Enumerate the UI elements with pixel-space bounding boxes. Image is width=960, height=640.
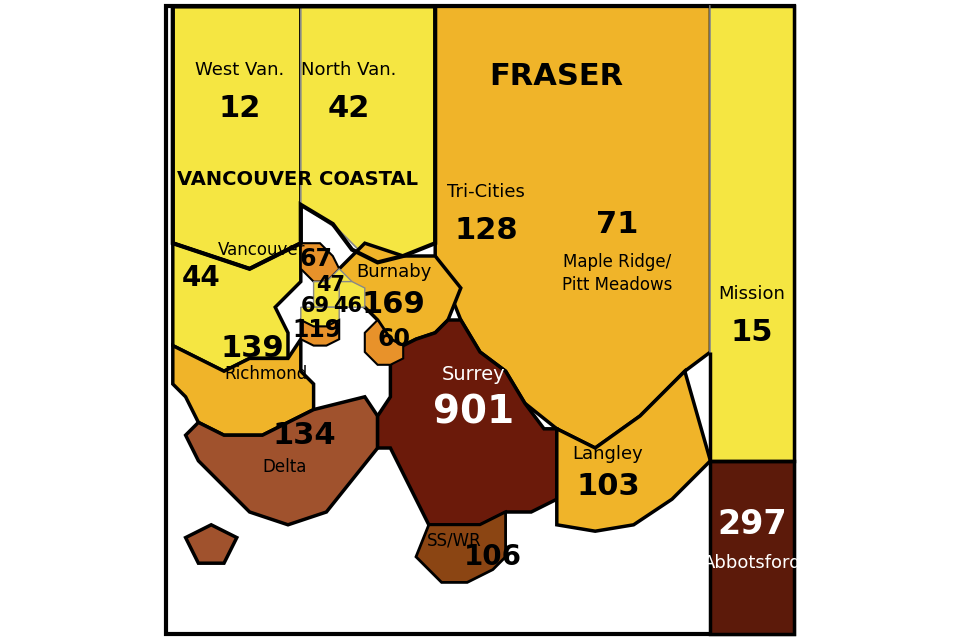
Text: 69: 69	[300, 296, 330, 316]
Text: Delta: Delta	[263, 458, 307, 476]
Text: VANCOUVER COASTAL: VANCOUVER COASTAL	[177, 170, 419, 189]
Polygon shape	[173, 6, 300, 269]
Polygon shape	[300, 243, 339, 282]
Text: Burnaby: Burnaby	[356, 263, 431, 281]
Text: 44: 44	[182, 264, 221, 292]
Polygon shape	[365, 320, 403, 365]
FancyBboxPatch shape	[166, 6, 794, 634]
Polygon shape	[557, 371, 710, 531]
Text: 46: 46	[333, 296, 362, 316]
Text: 103: 103	[576, 472, 639, 501]
Text: Pitt Meadows: Pitt Meadows	[563, 276, 673, 294]
Polygon shape	[300, 6, 435, 256]
Text: Abbotsford: Abbotsford	[703, 554, 802, 572]
Text: Maple Ridge/: Maple Ridge/	[564, 253, 672, 271]
Polygon shape	[185, 397, 377, 525]
Polygon shape	[435, 6, 710, 448]
Polygon shape	[710, 461, 794, 634]
Polygon shape	[173, 243, 300, 371]
Text: 134: 134	[273, 420, 336, 450]
Text: Richmond: Richmond	[224, 365, 307, 383]
Polygon shape	[185, 525, 237, 563]
Text: 128: 128	[455, 216, 518, 245]
Text: Surrey: Surrey	[442, 365, 505, 384]
Polygon shape	[300, 307, 339, 326]
Text: 297: 297	[717, 508, 787, 541]
Polygon shape	[339, 282, 365, 307]
Polygon shape	[314, 269, 352, 307]
Text: 12: 12	[219, 94, 261, 124]
Text: 71: 71	[596, 209, 638, 239]
Text: 901: 901	[433, 394, 515, 432]
Text: Mission: Mission	[719, 285, 785, 303]
Polygon shape	[416, 512, 506, 582]
Text: 119: 119	[292, 317, 342, 342]
Polygon shape	[173, 339, 314, 435]
Text: Tri-Cities: Tri-Cities	[447, 183, 525, 201]
Polygon shape	[300, 320, 339, 346]
Polygon shape	[710, 6, 794, 461]
Text: 106: 106	[464, 543, 522, 571]
Text: 60: 60	[377, 327, 410, 351]
Text: 15: 15	[731, 318, 773, 348]
Text: 67: 67	[299, 247, 332, 271]
Text: 139: 139	[221, 334, 285, 364]
Text: West Van.: West Van.	[196, 61, 284, 79]
Text: North Van.: North Van.	[301, 61, 396, 79]
Text: Vancouver: Vancouver	[218, 241, 305, 259]
Text: SS/WR: SS/WR	[427, 532, 482, 550]
Text: 169: 169	[362, 289, 425, 319]
Text: FRASER: FRASER	[490, 62, 624, 92]
Text: 47: 47	[317, 275, 346, 295]
Polygon shape	[339, 243, 461, 346]
Polygon shape	[377, 320, 557, 525]
Text: Langley: Langley	[572, 445, 643, 463]
Text: 42: 42	[327, 94, 370, 124]
